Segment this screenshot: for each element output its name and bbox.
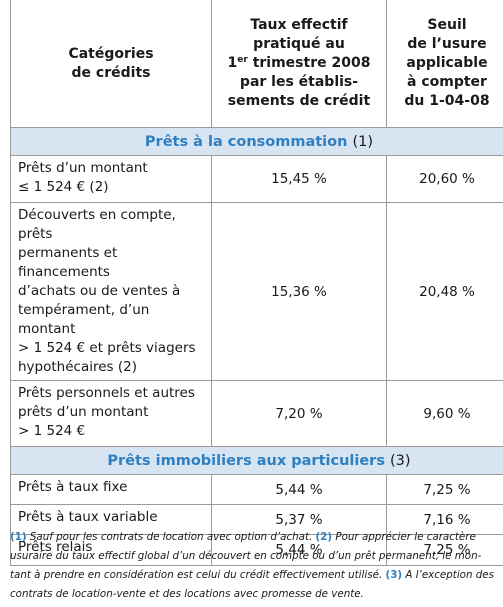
table-row: Prêts à taux fixe 5,44 % 7,25 % (10, 474, 503, 505)
footnote-number-1: (1) (10, 531, 27, 543)
footnotes: (1) Sauf pour les contrats de location a… (10, 528, 503, 604)
header-threshold-line: applicable (406, 55, 488, 71)
category-cell: Prêts relais (10, 534, 212, 566)
footnote-line: (1) Sauf pour les contrats de location a… (10, 528, 503, 547)
category-line: hypothécaires (2) (18, 359, 137, 375)
section-title-text: Prêts immobiliers aux particuliers (107, 452, 385, 469)
header-threshold-line: à compter (407, 74, 487, 90)
section-footnote-ref: (3) (390, 452, 411, 469)
header-threshold-line: Seuil (427, 17, 467, 33)
category-line: ≤ 1 524 € (2) (18, 179, 109, 195)
effective-rate-cell: 7,20 % (211, 380, 387, 447)
footnote-number-2: (2) (315, 531, 333, 543)
effective-rate-cell: 15,36 % (211, 202, 387, 381)
footnote-number-3: (3) (385, 569, 403, 581)
section-title-text: Prêts à la consommation (144, 133, 348, 150)
footnote-text: A l’exception des (402, 569, 495, 581)
category-line: prêts d’un montant (18, 404, 149, 420)
category-line: > 1 524 € et prêts viagers (18, 340, 196, 356)
category-line: tempérament, d’un montant (18, 302, 150, 337)
effective-rate-cell: 5,44 % (211, 534, 387, 566)
table-row: Découverts en compte, prêts permanents e… (10, 202, 503, 381)
usury-rates-table: Catégories de crédits Taux effectif prat… (10, 0, 503, 566)
header-rate-line: par les établis- (239, 74, 359, 90)
footnote-line: contrats de location-vente et des locati… (10, 588, 364, 600)
header-rate-line: pratiqué au (253, 36, 345, 52)
header-effective-rate: Taux effectif pratiqué au 1er trimestre … (211, 0, 387, 128)
effective-rate-cell: 5,44 % (211, 474, 387, 505)
section-row-home-loans: Prêts immobiliers aux particuliers (3) (10, 446, 503, 475)
header-threshold-line: de l’usure (407, 36, 487, 52)
header-rate-line: sements de crédit (227, 93, 371, 109)
footnote-text: tant à prendre en considération est celu… (10, 569, 386, 581)
threshold-cell: 7,25 % (386, 534, 503, 566)
section-title-consumer-loans: Prêts à la consommation (1) (10, 127, 503, 156)
category-line: permanents et financements (18, 245, 118, 280)
header-categories: Catégories de crédits (10, 0, 212, 128)
header-usury-threshold: Seuil de l’usure applicable à compter du… (386, 0, 503, 128)
footnote-text: Pour apprécier le caractère (332, 531, 476, 543)
category-cell: Découverts en compte, prêts permanents e… (10, 202, 212, 381)
section-row-consumer-loans: Prêts à la consommation (1) (10, 127, 503, 156)
table-row: Prêts relais 5,44 % 7,25 % (10, 534, 503, 566)
category-line: Prêts personnels et autres (18, 385, 195, 401)
header-categories-line: de crédits (71, 64, 151, 81)
threshold-cell: 20,48 % (386, 202, 503, 381)
category-cell: Prêts à taux variable (10, 504, 212, 535)
header-rate-quarter-sup: er (237, 55, 248, 65)
section-title-home-loans: Prêts immobiliers aux particuliers (3) (10, 446, 503, 475)
category-line: Découverts en compte, prêts (18, 207, 176, 242)
threshold-cell: 20,60 % (386, 155, 503, 203)
table-header-row: Catégories de crédits Taux effectif prat… (10, 0, 503, 128)
footnote-line: tant à prendre en considération est celu… (10, 566, 503, 585)
threshold-cell: 9,60 % (386, 380, 503, 447)
effective-rate-cell: 5,37 % (211, 504, 387, 535)
category-cell: Prêts à taux fixe (10, 474, 212, 505)
section-footnote-ref: (1) (352, 133, 374, 150)
category-line: Prêts d’un montant (18, 160, 148, 176)
table-row: Prêts d’un montant ≤ 1 524 € (2) 15,45 %… (10, 155, 503, 203)
header-categories-line: Catégories (68, 45, 154, 62)
header-rate-quarter-text: trimestre 2008 (247, 55, 371, 71)
header-threshold-line: du 1-04-08 (404, 93, 490, 109)
footnote-text: Sauf pour les contrats de location avec … (26, 531, 316, 543)
category-cell: Prêts d’un montant ≤ 1 524 € (2) (10, 155, 212, 203)
header-rate-line: Taux effectif (250, 17, 348, 33)
header-rate-quarter-number: 1 (227, 55, 238, 71)
table-row: Prêts personnels et autres prêts d’un mo… (10, 380, 503, 447)
footnote-line: usuraire du taux effectif global d’un dé… (10, 550, 482, 562)
effective-rate-cell: 15,45 % (211, 155, 387, 203)
category-cell: Prêts personnels et autres prêts d’un mo… (10, 380, 212, 447)
category-line: > 1 524 € (18, 423, 86, 439)
threshold-cell: 7,25 % (386, 474, 503, 505)
category-line: d’achats ou de ventes à (18, 283, 181, 299)
